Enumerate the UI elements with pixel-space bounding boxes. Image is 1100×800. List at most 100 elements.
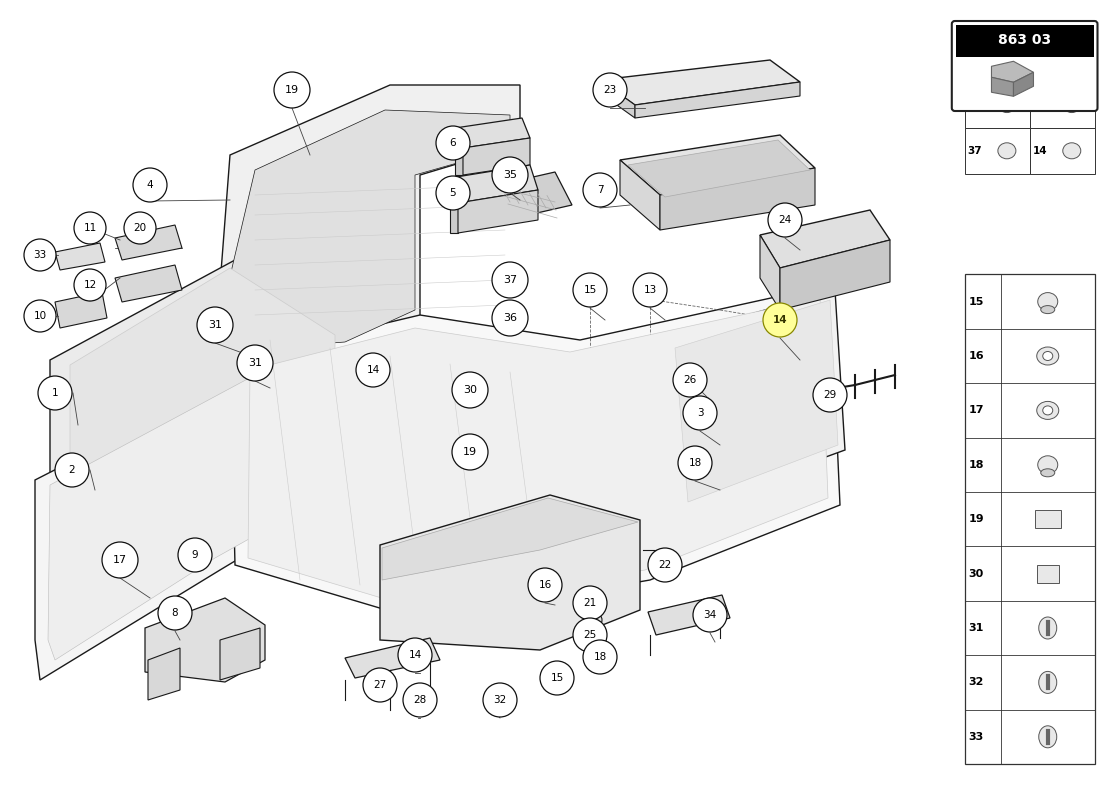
Text: 16: 16 [538,580,551,590]
Circle shape [763,303,798,337]
Circle shape [593,73,627,107]
Polygon shape [116,225,182,260]
Circle shape [102,542,138,578]
Text: 15: 15 [969,297,984,306]
Circle shape [452,434,488,470]
Ellipse shape [1043,406,1053,415]
Circle shape [403,683,437,717]
Text: 14: 14 [1033,146,1047,156]
Polygon shape [382,498,638,580]
Ellipse shape [1043,351,1053,361]
Circle shape [124,212,156,244]
FancyBboxPatch shape [965,128,1030,174]
Polygon shape [620,135,815,195]
Circle shape [588,613,602,627]
Polygon shape [248,298,828,608]
Text: 31: 31 [248,358,262,368]
Polygon shape [455,148,463,175]
Text: 9: 9 [191,550,198,560]
Polygon shape [450,165,538,203]
FancyBboxPatch shape [1030,128,1094,174]
Circle shape [436,176,470,210]
Text: 17: 17 [113,555,128,565]
Circle shape [492,157,528,193]
Polygon shape [991,78,1013,96]
FancyBboxPatch shape [965,82,1030,128]
Circle shape [678,446,712,480]
Ellipse shape [1037,456,1058,474]
Circle shape [573,273,607,307]
Text: 33: 33 [33,250,46,260]
Circle shape [583,173,617,207]
Polygon shape [55,292,107,328]
Text: 3: 3 [696,408,703,418]
Circle shape [39,376,72,410]
Circle shape [768,203,802,237]
Text: 27: 27 [373,680,386,690]
Polygon shape [228,110,510,350]
Text: 24: 24 [779,215,792,225]
Polygon shape [148,648,180,700]
Text: 15: 15 [550,673,563,683]
Text: 13: 13 [1033,99,1047,110]
Polygon shape [345,638,440,678]
Text: 34: 34 [703,610,716,620]
Text: 863 03: 863 03 [998,33,1052,47]
Polygon shape [760,210,890,268]
Ellipse shape [1037,293,1058,310]
Ellipse shape [1038,726,1057,748]
Circle shape [74,212,106,244]
Circle shape [158,596,192,630]
Polygon shape [35,360,395,680]
Ellipse shape [1063,142,1081,158]
Polygon shape [1013,72,1034,96]
Text: 21: 21 [583,598,596,608]
Text: 30: 30 [969,569,984,578]
Text: 14: 14 [772,315,788,325]
Polygon shape [498,172,572,218]
Text: 28: 28 [414,695,427,705]
Text: 37: 37 [968,146,982,156]
Polygon shape [620,160,660,230]
Ellipse shape [1038,671,1057,694]
Text: 15: 15 [583,285,596,295]
Text: 29: 29 [824,390,837,400]
Text: 10: 10 [33,311,46,321]
Polygon shape [458,190,538,233]
Circle shape [24,300,56,332]
Circle shape [573,586,607,620]
Text: 31: 31 [208,320,222,330]
Circle shape [492,262,528,298]
Circle shape [583,640,617,674]
Text: 14: 14 [366,365,379,375]
Text: a passion for parts since 1985: a passion for parts since 1985 [232,540,548,560]
Polygon shape [991,62,1034,82]
Ellipse shape [1036,347,1058,365]
Ellipse shape [1063,97,1081,113]
FancyBboxPatch shape [952,21,1098,111]
Circle shape [24,239,56,271]
Polygon shape [780,240,890,310]
Ellipse shape [1038,617,1057,639]
Polygon shape [70,268,336,537]
Polygon shape [628,140,810,197]
Polygon shape [145,598,265,682]
Text: 22: 22 [659,560,672,570]
Text: 19: 19 [463,447,477,457]
Text: 8: 8 [172,608,178,618]
Circle shape [573,618,607,652]
Text: 32: 32 [494,695,507,705]
Circle shape [363,668,397,702]
Text: 36: 36 [503,313,517,323]
Polygon shape [600,60,800,105]
Circle shape [492,300,528,336]
Polygon shape [760,235,780,310]
Circle shape [178,538,212,572]
Text: 16: 16 [969,351,984,361]
Text: 23: 23 [604,85,617,95]
FancyBboxPatch shape [965,274,1094,764]
Circle shape [236,345,273,381]
Text: 17: 17 [969,406,984,415]
Ellipse shape [998,142,1016,158]
Polygon shape [660,168,815,230]
